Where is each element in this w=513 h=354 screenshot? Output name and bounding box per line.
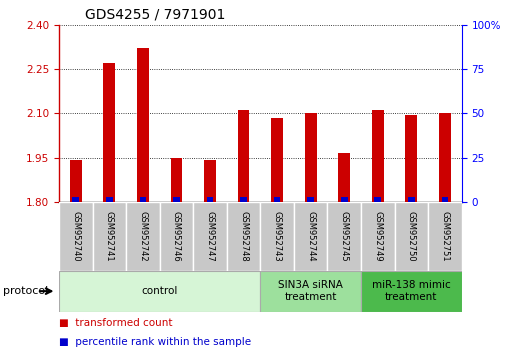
Bar xyxy=(305,113,317,202)
Text: GSM952749: GSM952749 xyxy=(373,211,382,262)
Bar xyxy=(394,202,428,271)
Bar xyxy=(442,197,448,202)
Bar xyxy=(59,202,92,271)
Bar xyxy=(374,197,381,202)
Text: GSM952750: GSM952750 xyxy=(407,211,416,262)
Bar xyxy=(361,202,394,271)
Bar xyxy=(439,113,451,202)
Bar xyxy=(70,160,82,202)
Text: ■  transformed count: ■ transformed count xyxy=(59,318,172,329)
Bar xyxy=(207,197,213,202)
Bar xyxy=(271,118,283,202)
Text: GSM952742: GSM952742 xyxy=(139,211,147,262)
Bar xyxy=(193,202,227,271)
Bar xyxy=(92,202,126,271)
Text: GSM952745: GSM952745 xyxy=(340,211,349,262)
Bar xyxy=(294,202,327,271)
Text: GSM952744: GSM952744 xyxy=(306,211,315,262)
Bar xyxy=(72,197,79,202)
Bar xyxy=(274,197,281,202)
Text: GSM952748: GSM952748 xyxy=(239,211,248,262)
Text: GSM952751: GSM952751 xyxy=(441,211,449,262)
Bar xyxy=(140,197,146,202)
Bar xyxy=(137,48,149,202)
Text: SIN3A siRNA
treatment: SIN3A siRNA treatment xyxy=(278,280,343,302)
Bar xyxy=(428,202,462,271)
Text: control: control xyxy=(142,286,178,296)
Bar xyxy=(59,271,260,312)
Text: GDS4255 / 7971901: GDS4255 / 7971901 xyxy=(85,7,225,21)
Bar xyxy=(341,197,348,202)
Bar xyxy=(327,202,361,271)
Bar xyxy=(160,202,193,271)
Bar xyxy=(372,110,384,202)
Bar xyxy=(126,202,160,271)
Bar xyxy=(408,197,415,202)
Bar xyxy=(260,202,294,271)
Bar xyxy=(307,197,314,202)
Text: GSM952746: GSM952746 xyxy=(172,211,181,262)
Bar xyxy=(405,115,417,202)
Text: protocol: protocol xyxy=(3,286,48,296)
Text: GSM952743: GSM952743 xyxy=(272,211,282,262)
Text: GSM952740: GSM952740 xyxy=(71,211,80,262)
Bar xyxy=(240,197,247,202)
Text: GSM952741: GSM952741 xyxy=(105,211,114,262)
Bar xyxy=(204,160,216,202)
Bar xyxy=(106,197,113,202)
Bar xyxy=(260,271,361,312)
Bar xyxy=(238,110,249,202)
Bar xyxy=(173,197,180,202)
Bar xyxy=(227,202,260,271)
Text: GSM952747: GSM952747 xyxy=(206,211,214,262)
Bar xyxy=(104,63,115,202)
Bar xyxy=(339,153,350,202)
Bar xyxy=(361,271,462,312)
Text: miR-138 mimic
treatment: miR-138 mimic treatment xyxy=(372,280,451,302)
Text: ■  percentile rank within the sample: ■ percentile rank within the sample xyxy=(59,337,251,347)
Bar xyxy=(171,158,182,202)
